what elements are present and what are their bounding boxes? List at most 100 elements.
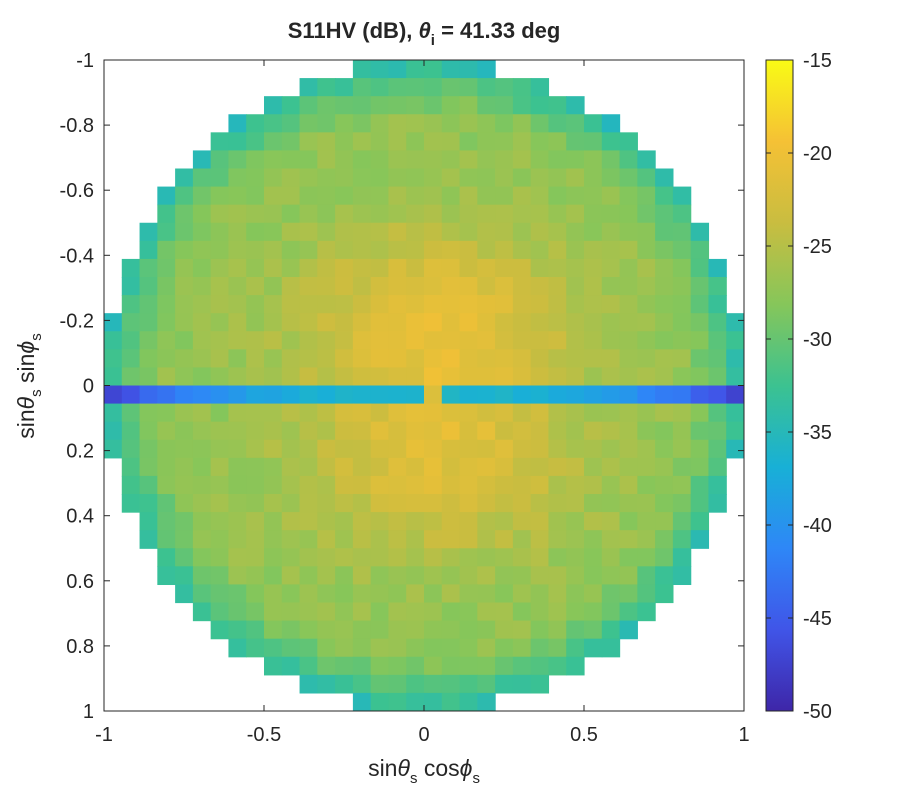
heatmap-cell bbox=[424, 584, 443, 604]
heatmap-cell bbox=[601, 403, 621, 423]
heatmap-cell bbox=[708, 421, 727, 441]
heatmap-cell bbox=[299, 313, 318, 332]
heatmap-cell bbox=[690, 512, 710, 531]
heatmap-cell bbox=[139, 349, 158, 369]
heatmap-cell bbox=[459, 132, 478, 152]
heatmap-cell bbox=[655, 222, 674, 242]
heatmap-cell bbox=[406, 240, 425, 260]
heatmap-cell bbox=[317, 512, 336, 531]
heatmap-cell bbox=[512, 620, 532, 640]
heatmap-cell bbox=[424, 692, 443, 711]
heatmap-cell bbox=[441, 566, 461, 586]
heatmap-cell bbox=[210, 584, 230, 604]
heatmap-cell bbox=[192, 277, 212, 296]
heatmap-cell bbox=[655, 494, 674, 513]
heatmap-cell bbox=[459, 421, 478, 441]
heatmap-cell bbox=[264, 439, 283, 459]
heatmap-cell bbox=[210, 186, 230, 206]
heatmap-cell bbox=[548, 240, 567, 260]
heatmap-cell bbox=[281, 114, 301, 133]
heatmap-cell bbox=[512, 439, 532, 459]
heatmap-cell bbox=[370, 439, 390, 459]
heatmap-cell bbox=[175, 421, 194, 441]
heatmap-cell bbox=[512, 349, 532, 369]
heatmap-cell bbox=[139, 222, 158, 242]
heatmap-cell bbox=[566, 240, 585, 260]
heatmap-cell bbox=[175, 530, 194, 549]
heatmap-cell bbox=[512, 674, 532, 694]
heatmap-cell bbox=[317, 132, 336, 152]
heatmap-cell bbox=[175, 277, 194, 296]
heatmap-cell bbox=[281, 494, 301, 513]
heatmap-cell bbox=[406, 367, 425, 387]
heatmap-cell bbox=[192, 530, 212, 549]
heatmap-cell bbox=[548, 566, 567, 586]
heatmap-cell bbox=[601, 602, 621, 622]
heatmap-cell bbox=[246, 620, 265, 640]
heatmap-cell bbox=[228, 258, 247, 278]
heatmap-cell bbox=[637, 186, 656, 206]
heatmap-cell bbox=[584, 475, 603, 495]
heatmap-cell bbox=[281, 602, 301, 622]
heatmap-cell bbox=[424, 475, 443, 495]
heatmap-cell bbox=[406, 258, 425, 278]
heatmap-cell bbox=[566, 512, 585, 531]
heatmap-cell bbox=[424, 295, 443, 314]
heatmap-cell bbox=[299, 240, 318, 260]
heatmap-cell bbox=[441, 168, 461, 188]
heatmap-cell bbox=[477, 349, 496, 369]
heatmap-cell bbox=[441, 186, 461, 206]
heatmap-cell bbox=[495, 530, 514, 549]
heatmap-cell bbox=[441, 258, 461, 278]
heatmap-cell bbox=[157, 530, 176, 549]
heatmap-cell bbox=[690, 475, 710, 495]
heatmap-cell bbox=[690, 222, 710, 242]
heatmap-cell bbox=[441, 656, 461, 676]
heatmap-cell bbox=[477, 674, 496, 694]
colorbar-tick-label: -15 bbox=[803, 50, 832, 72]
heatmap-cell bbox=[672, 548, 692, 567]
heatmap-cell bbox=[370, 421, 390, 441]
heatmap-cell bbox=[370, 96, 390, 115]
heatmap-cell bbox=[495, 114, 514, 133]
heatmap-cell bbox=[672, 367, 692, 387]
heatmap-cell bbox=[566, 475, 585, 495]
heatmap-cell bbox=[352, 638, 372, 658]
heatmap-cell bbox=[459, 638, 478, 658]
heatmap-cell bbox=[726, 403, 744, 423]
heatmap-cell bbox=[601, 132, 621, 152]
heatmap-cell bbox=[370, 674, 390, 694]
heatmap-cell bbox=[424, 331, 443, 350]
heatmap-cell bbox=[370, 494, 390, 513]
heatmap-cell bbox=[601, 638, 621, 658]
heatmap-cell bbox=[495, 132, 514, 152]
heatmap-cell bbox=[655, 295, 674, 314]
heatmap-cell bbox=[424, 96, 443, 115]
heatmap-cell bbox=[530, 313, 550, 332]
heatmap-cell bbox=[406, 439, 425, 459]
heatmap-cell bbox=[264, 114, 283, 133]
heatmap-cell bbox=[637, 204, 656, 224]
heatmap-cell bbox=[388, 385, 407, 405]
heatmap-cell bbox=[548, 548, 567, 567]
heatmap-cell bbox=[441, 548, 461, 567]
heatmap-cell bbox=[352, 240, 372, 260]
heatmap-cell bbox=[335, 566, 354, 586]
heatmap-cell bbox=[210, 204, 230, 224]
heatmap-cell bbox=[228, 186, 247, 206]
heatmap-cell bbox=[459, 349, 478, 369]
heatmap-cell bbox=[210, 566, 230, 586]
heatmap-cell bbox=[335, 186, 354, 206]
heatmap-cell bbox=[264, 150, 283, 170]
heatmap-cell bbox=[370, 132, 390, 152]
heatmap-cell bbox=[281, 656, 301, 676]
heatmap-cell bbox=[637, 277, 656, 296]
heatmap-cell bbox=[637, 548, 656, 567]
heatmap-cell bbox=[281, 512, 301, 531]
heatmap-cell bbox=[424, 439, 443, 459]
heatmap-cell bbox=[406, 349, 425, 369]
heatmap-cell bbox=[495, 475, 514, 495]
heatmap-cell bbox=[637, 494, 656, 513]
heatmap-cell bbox=[548, 331, 567, 350]
heatmap-cell bbox=[264, 132, 283, 152]
